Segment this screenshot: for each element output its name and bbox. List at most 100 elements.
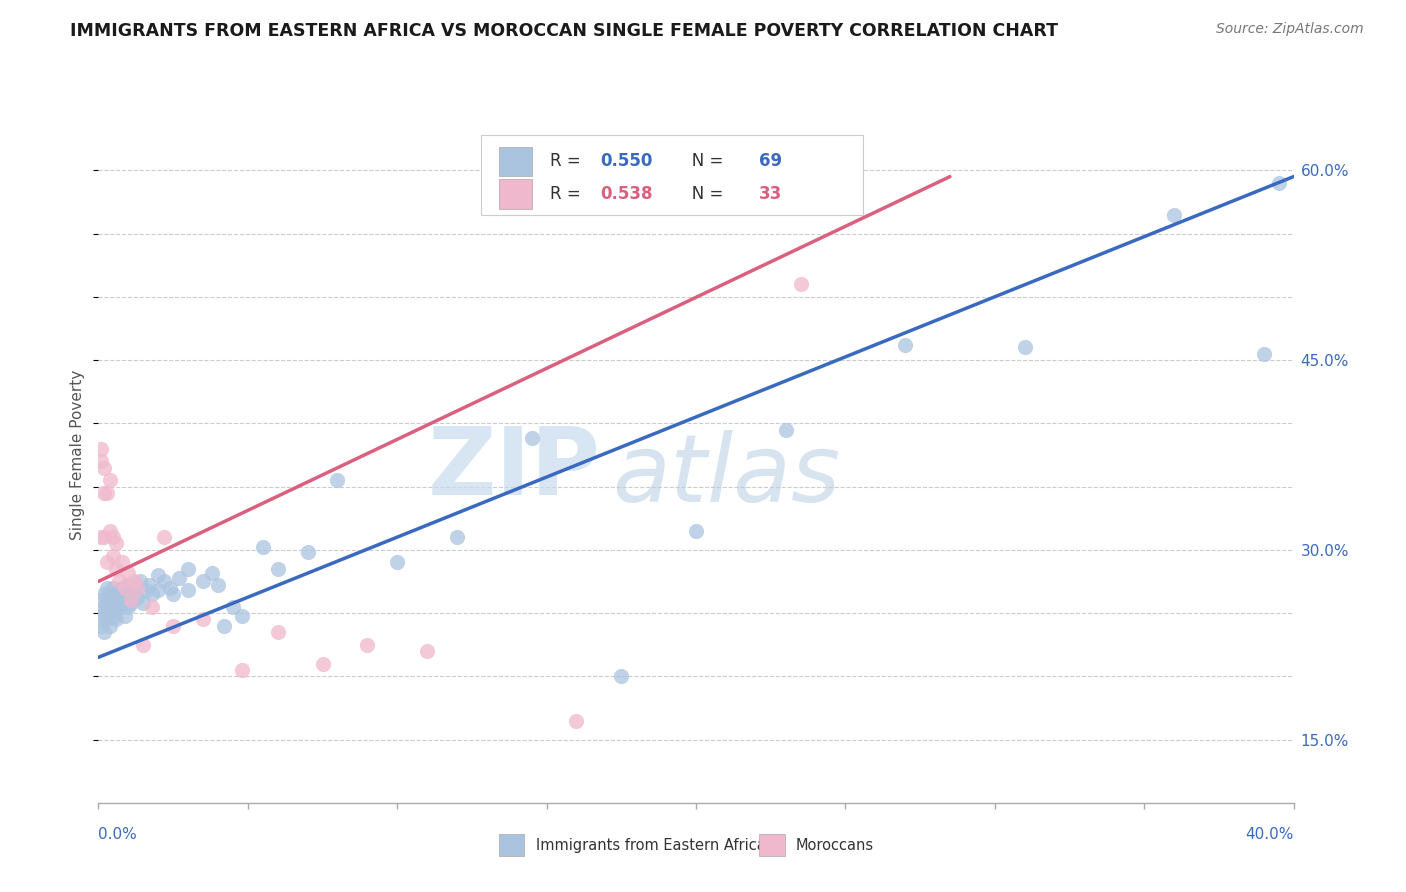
Point: [141, 599, 163, 614]
Point: [105, 593, 128, 607]
Bar: [499, 179, 533, 209]
Point: [132, 596, 155, 610]
Point: [96, 556, 118, 570]
Point: [326, 473, 349, 487]
Text: 0.538: 0.538: [600, 185, 652, 203]
Text: atlas: atlas: [613, 430, 841, 521]
Point: [96, 599, 118, 614]
Point: [96, 612, 118, 626]
Point: [685, 524, 707, 538]
Text: IMMIGRANTS FROM EASTERN AFRICA VS MOROCCAN SINGLE FEMALE POVERTY CORRELATION CHA: IMMIGRANTS FROM EASTERN AFRICA VS MOROCC…: [70, 22, 1059, 40]
Text: Moroccans: Moroccans: [796, 838, 875, 853]
Point: [105, 603, 128, 617]
Point: [124, 574, 146, 589]
Text: 33: 33: [759, 185, 783, 203]
Point: [416, 644, 439, 658]
Point: [100, 524, 122, 538]
Bar: [499, 146, 533, 176]
Point: [520, 432, 543, 446]
Point: [297, 545, 319, 559]
Point: [177, 583, 200, 598]
Point: [191, 612, 214, 626]
Point: [108, 583, 131, 598]
Point: [103, 591, 125, 605]
Point: [90, 618, 112, 632]
Point: [105, 536, 128, 550]
Point: [90, 530, 112, 544]
Point: [90, 454, 112, 468]
Point: [124, 583, 146, 598]
Point: [114, 608, 136, 623]
Point: [111, 581, 134, 595]
Text: N =: N =: [676, 153, 728, 170]
Point: [103, 610, 125, 624]
Point: [162, 587, 184, 601]
Point: [103, 599, 125, 614]
Point: [120, 596, 142, 610]
Point: [90, 442, 112, 456]
Point: [127, 591, 149, 605]
Point: [138, 578, 160, 592]
Point: [132, 638, 155, 652]
Point: [103, 581, 125, 595]
Point: [267, 562, 290, 576]
Point: [153, 530, 176, 544]
Text: 69: 69: [759, 153, 782, 170]
Point: [100, 587, 122, 601]
Point: [148, 583, 170, 598]
Point: [90, 612, 112, 626]
Point: [114, 581, 136, 595]
Point: [141, 587, 163, 601]
Point: [231, 663, 253, 677]
Point: [135, 583, 157, 598]
FancyBboxPatch shape: [481, 135, 863, 215]
Point: [93, 486, 115, 500]
Point: [201, 566, 224, 580]
Point: [267, 625, 290, 640]
Point: [103, 549, 125, 563]
Point: [93, 599, 115, 614]
Point: [385, 556, 409, 570]
Point: [105, 562, 128, 576]
Point: [1163, 208, 1185, 222]
Point: [117, 587, 139, 601]
Point: [894, 338, 917, 352]
Point: [1267, 176, 1289, 190]
Point: [105, 612, 128, 626]
Point: [90, 593, 112, 607]
Point: [789, 277, 811, 292]
Text: R =: R =: [550, 153, 586, 170]
Point: [117, 566, 139, 580]
Text: Immigrants from Eastern Africa: Immigrants from Eastern Africa: [536, 838, 765, 853]
Text: 0.0%: 0.0%: [98, 827, 138, 842]
Point: [207, 578, 229, 592]
Point: [100, 618, 122, 632]
Point: [129, 574, 152, 589]
Text: N =: N =: [676, 185, 728, 203]
Point: [127, 581, 149, 595]
Point: [159, 581, 181, 595]
Text: Source: ZipAtlas.com: Source: ZipAtlas.com: [1216, 22, 1364, 37]
Point: [148, 568, 170, 582]
Point: [108, 591, 131, 605]
Point: [100, 596, 122, 610]
Text: 0.550: 0.550: [600, 153, 652, 170]
Point: [93, 460, 115, 475]
Point: [191, 574, 214, 589]
Y-axis label: Single Female Poverty: Single Female Poverty: [70, 370, 86, 540]
Point: [565, 714, 588, 728]
Point: [111, 596, 134, 610]
Point: [93, 625, 115, 640]
Point: [252, 541, 274, 555]
Point: [103, 530, 125, 544]
Point: [222, 599, 245, 614]
Text: ZIP: ZIP: [427, 423, 600, 515]
Point: [610, 669, 633, 683]
Point: [96, 593, 118, 607]
Point: [100, 606, 122, 620]
Point: [231, 608, 253, 623]
Point: [162, 618, 184, 632]
Point: [177, 562, 200, 576]
Point: [356, 638, 378, 652]
Point: [775, 423, 797, 437]
